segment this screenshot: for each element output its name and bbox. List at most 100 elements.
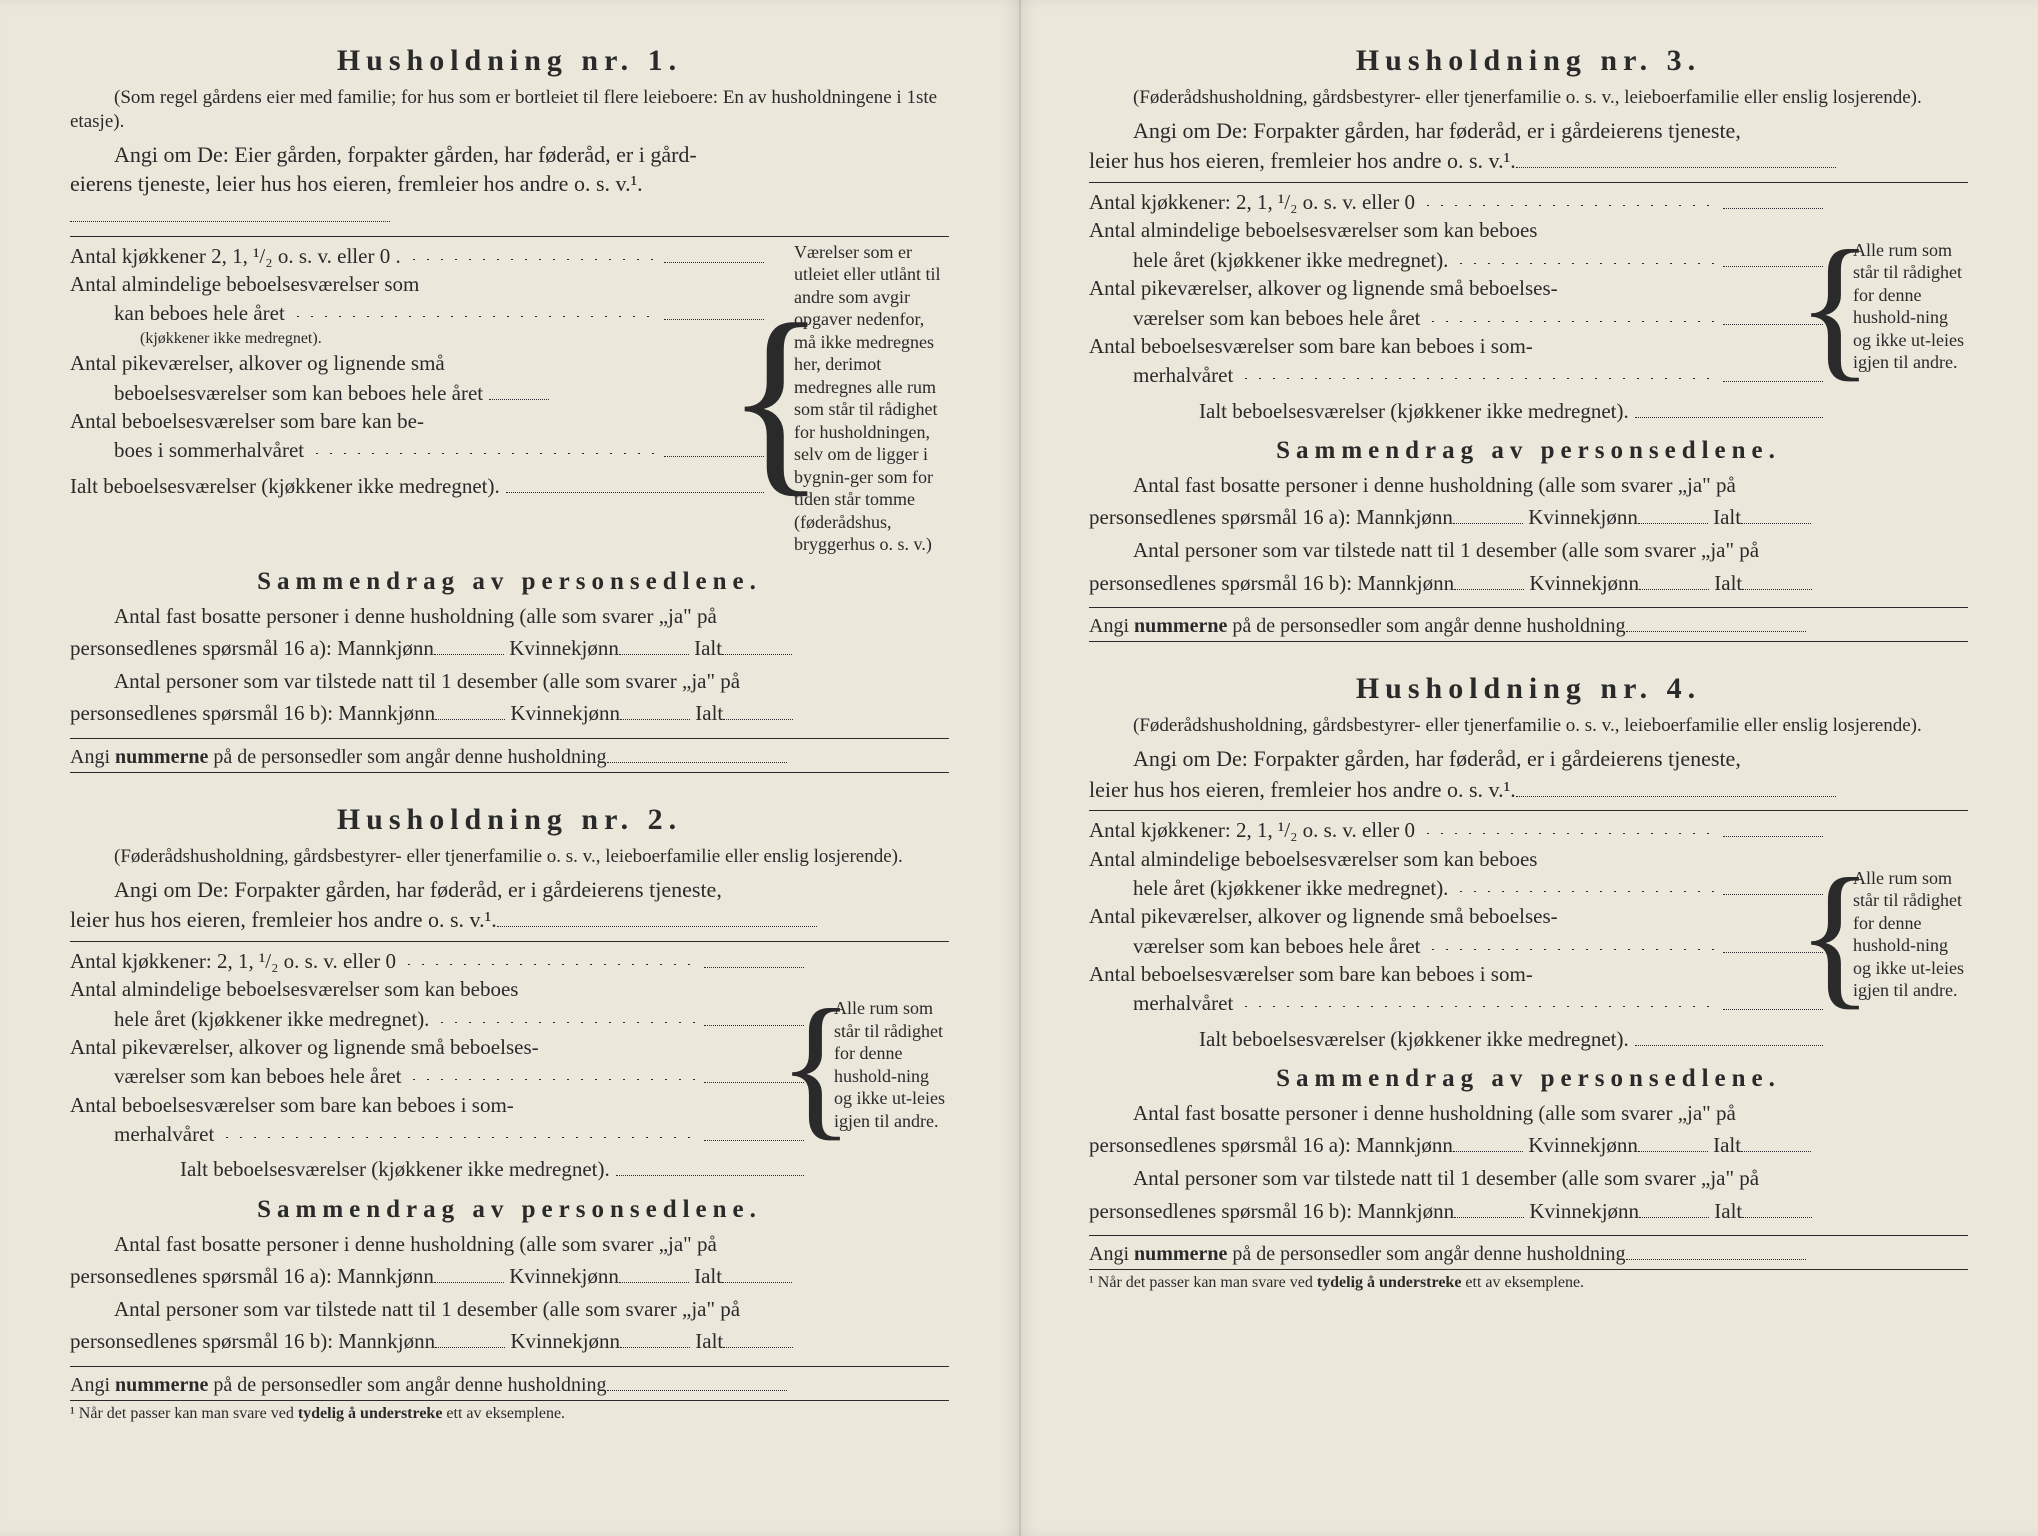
- blank: [1453, 1130, 1523, 1152]
- blank: [723, 698, 793, 720]
- household-1-prompt: Angi om De: Eier gården, forpakter gårde…: [70, 140, 949, 230]
- t: Antal personer som var tilstede natt til…: [1133, 1166, 1759, 1190]
- t: personsedlenes spørsmål 16 a): Mannkjønn: [1089, 505, 1453, 529]
- t: Angi nummerne på de personsedler som ang…: [1089, 1243, 1626, 1265]
- household-2-subtitle: (Føderådshusholdning, gårdsbestyrer- ell…: [70, 845, 949, 869]
- footnote: ¹ Når det passer kan man svare ved tydel…: [70, 1405, 949, 1423]
- summary-title: Sammendrag av personsedlene.: [1089, 1065, 1968, 1093]
- q-alm-b: hele året (kjøkkener ikke medregnet).: [1089, 874, 1448, 902]
- q-som-a: Antal beboelsesværelser som bare kan beb…: [70, 1091, 514, 1119]
- t: Antal personer som var tilstede natt til…: [114, 1297, 740, 1321]
- left-page: Husholdning nr. 1. (Som regel gårdens ei…: [0, 0, 1019, 1536]
- sidenote-short: Alle rum som står til rådighet for denne…: [1847, 815, 1968, 1053]
- qa-block-1: Antal kjøkkener 2, 1, ¹/₂ o. s. v. eller…: [70, 236, 949, 556]
- blank: [1741, 502, 1811, 524]
- q-alm-note: (kjøkkener ikke medregnet).: [70, 328, 322, 350]
- blank: [723, 1326, 793, 1348]
- blank: [1626, 611, 1806, 632]
- qa-list: Antal kjøkkener: 2, 1, ¹/₂ o. s. v. elle…: [1089, 815, 1823, 1053]
- blank: [607, 1370, 787, 1391]
- prompt-b: leier hus hos eieren, fremleier hos andr…: [1089, 775, 1516, 805]
- blank: [70, 199, 390, 222]
- t: personsedlenes spørsmål 16 a): Mannkjønn: [70, 1264, 434, 1288]
- sum-line: Antal fast bosatte personer i denne hush…: [1089, 469, 1968, 502]
- ans-blank: [1635, 396, 1823, 418]
- t: Kvinnekjønn: [510, 1329, 620, 1353]
- q-pike-a: Antal pikeværelser, alkover og lignende …: [1089, 902, 1558, 930]
- t: Ialt: [694, 1264, 722, 1288]
- blank: [1454, 568, 1524, 590]
- sum-line: Antal personer som var tilstede natt til…: [70, 1293, 949, 1326]
- t: Ialt: [695, 701, 723, 725]
- q-alm-b: hele året (kjøkkener ikke medregnet).: [1089, 246, 1448, 274]
- prompt-b: eierens tjeneste, leier hus hos eieren, …: [70, 169, 643, 199]
- summary-title: Sammendrag av personsedlene.: [70, 568, 949, 596]
- qa-block-2: Antal kjøkkener: 2, 1, ¹/₂ o. s. v. elle…: [70, 941, 949, 1184]
- q-total: Ialt beboelsesværelser (kjøkkener ikke m…: [70, 1155, 610, 1183]
- blank: [722, 633, 792, 655]
- t: Kvinnekjønn: [509, 1264, 619, 1288]
- household-4-title: Husholdning nr. 4.: [1089, 672, 1968, 706]
- right-page: Husholdning nr. 3. (Føderådshusholdning,…: [1019, 0, 2038, 1536]
- q-som-a: Antal beboelsesværelser som bare kan beb…: [1089, 960, 1533, 988]
- page-spread: Husholdning nr. 1. (Som regel gårdens ei…: [0, 0, 2038, 1536]
- sum-line: personsedlenes spørsmål 16 a): Mannkjønn…: [1089, 1129, 1968, 1162]
- t: Ialt: [694, 636, 722, 660]
- blank: [619, 633, 689, 655]
- q-alm-a: Antal almindelige beboelsesværelser som …: [1089, 216, 1537, 244]
- blank: [435, 698, 505, 720]
- t: personsedlenes spørsmål 16 b): Mannkjønn: [1089, 1199, 1454, 1223]
- angi-line: Angi nummerne på de personsedler som ang…: [1089, 1235, 1968, 1270]
- prompt-b: leier hus hos eieren, fremleier hos andr…: [1089, 146, 1516, 176]
- blank: [435, 1326, 505, 1348]
- t: Antal fast bosatte personer i denne hush…: [114, 604, 717, 628]
- t: Ialt: [1714, 1199, 1742, 1223]
- ans-blank: [489, 378, 549, 400]
- ans-blank: [1723, 187, 1823, 209]
- q-alm-a: Antal almindelige beboelsesværelser som …: [1089, 845, 1537, 873]
- q-pike-a: Antal pikeværelser, alkover og lignende …: [70, 349, 445, 377]
- blank: [434, 1261, 504, 1283]
- sidenote-short: Alle rum som står til rådighet for denne…: [1847, 187, 1968, 425]
- t: Antal personer som var tilstede natt til…: [114, 669, 740, 693]
- t: personsedlenes spørsmål 16 b): Mannkjønn: [70, 1329, 435, 1353]
- household-4-prompt: Angi om De: Forpakter gården, har føderå…: [1089, 744, 1968, 804]
- ans-blank: [1635, 1024, 1823, 1046]
- ans-blank: [1723, 815, 1823, 837]
- blank: [1453, 502, 1523, 524]
- q-som-a: Antal beboelsesværelser som bare kan be-: [70, 407, 424, 435]
- sidenote-long: Værelser som er utleiet eller utlånt til…: [788, 241, 949, 556]
- t: Antal fast bosatte personer i denne hush…: [1133, 473, 1736, 497]
- t: personsedlenes spørsmål 16 b): Mannkjønn: [70, 701, 435, 725]
- t: Angi nummerne på de personsedler som ang…: [70, 1374, 607, 1396]
- blank: [620, 1326, 690, 1348]
- t: Kvinnekjønn: [509, 636, 619, 660]
- blank: [1638, 1130, 1708, 1152]
- household-3-subtitle: (Føderådshusholdning, gårdsbestyrer- ell…: [1089, 86, 1968, 110]
- brace-icon: {: [764, 241, 788, 556]
- blank: [1516, 774, 1836, 797]
- sum-line: personsedlenes spørsmål 16 b): Mannkjønn…: [1089, 1195, 1968, 1228]
- t: Ialt: [1713, 1133, 1741, 1157]
- t: Ialt: [695, 1329, 723, 1353]
- qa-block-3: Antal kjøkkener: 2, 1, ¹/₂ o. s. v. elle…: [1089, 182, 1968, 425]
- sum-line: Antal fast bosatte personer i denne hush…: [1089, 1097, 1968, 1130]
- blank: [1516, 145, 1836, 168]
- blank: [1639, 1196, 1709, 1218]
- blank: [497, 904, 817, 927]
- angi-line: Angi nummerne på de personsedler som ang…: [70, 738, 949, 773]
- qa-list: Antal kjøkkener: 2, 1, ¹/₂ o. s. v. elle…: [70, 946, 804, 1184]
- q-kjokken: Antal kjøkkener 2, 1, ¹/₂ o. s. v. eller…: [70, 242, 401, 270]
- blank: [1454, 1196, 1524, 1218]
- q-kjokken: Antal kjøkkener: 2, 1, ¹/₂ o. s. v. elle…: [1089, 816, 1415, 844]
- household-4: Husholdning nr. 4. (Føderådshusholdning,…: [1089, 668, 1968, 1292]
- sum-line: Antal personer som var tilstede natt til…: [1089, 1162, 1968, 1195]
- summary-title: Sammendrag av personsedlene.: [70, 1196, 949, 1224]
- sum-line: Antal fast bosatte personer i denne hush…: [70, 600, 949, 633]
- sum-line: Antal personer som var tilstede natt til…: [1089, 534, 1968, 567]
- q-total: Ialt beboelsesværelser (kjøkkener ikke m…: [1089, 1025, 1629, 1053]
- footnote: ¹ Når det passer kan man svare ved tydel…: [1089, 1274, 1968, 1292]
- q-som-a: Antal beboelsesværelser som bare kan beb…: [1089, 332, 1533, 360]
- t: Kvinnekjønn: [510, 701, 620, 725]
- t: Kvinnekjønn: [1528, 1133, 1638, 1157]
